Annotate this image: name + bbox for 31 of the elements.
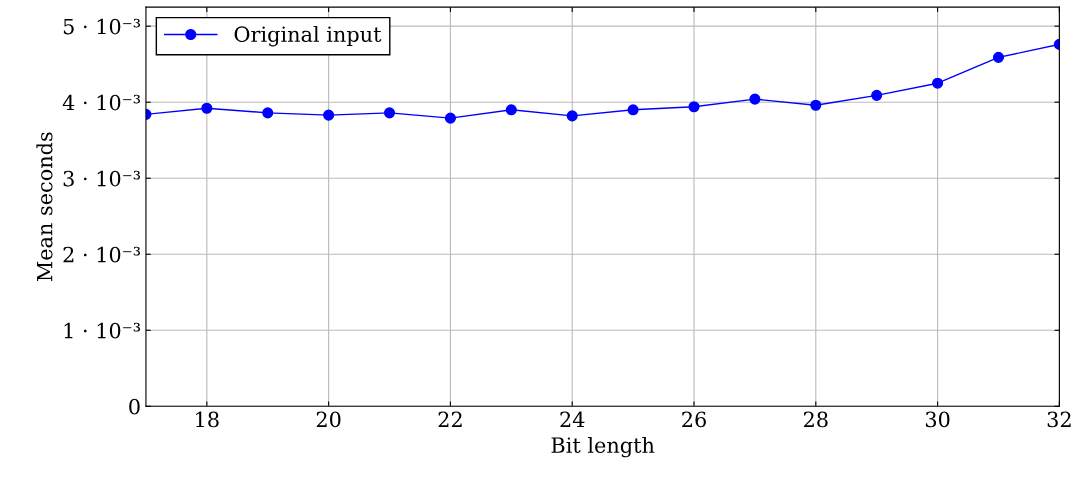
y-axis-title: Mean seconds (36, 132, 53, 282)
point (932, 77, 944, 89)
point (566, 110, 578, 122)
y-tick-label: 3 · 10⁻³ (63, 170, 141, 187)
point (688, 101, 700, 113)
y-tick-label: 5 · 10⁻³ (63, 18, 141, 35)
x-tick-label: 24 (560, 411, 585, 427)
point (992, 51, 1005, 63)
legend-label: Original input (234, 25, 382, 47)
y-tick-label: 2 · 10⁻³ (63, 246, 141, 263)
point (201, 102, 213, 114)
x-tick-label: 30 (925, 411, 950, 428)
y-tick-label: 0 (129, 398, 140, 415)
point (383, 107, 396, 119)
x-axis-title: Bit length (551, 436, 655, 458)
point (505, 104, 517, 116)
point (749, 93, 761, 105)
x-tick-label: 26 (682, 411, 706, 428)
point (444, 112, 456, 124)
point (871, 89, 883, 101)
x-tick-label: 18 (196, 411, 219, 428)
y-tick-label: 4 · 10⁻³ (62, 94, 141, 111)
point (323, 109, 335, 121)
point (627, 104, 639, 116)
x-tick-label: 32 (1047, 411, 1071, 428)
point (810, 99, 822, 111)
x-tick-label: 28 (803, 411, 828, 428)
point (262, 107, 274, 119)
x-tick-label: 20 (316, 411, 341, 428)
x-tick-label: 22 (438, 411, 462, 427)
y-tick-label: 1 · 10⁻³ (64, 322, 141, 339)
